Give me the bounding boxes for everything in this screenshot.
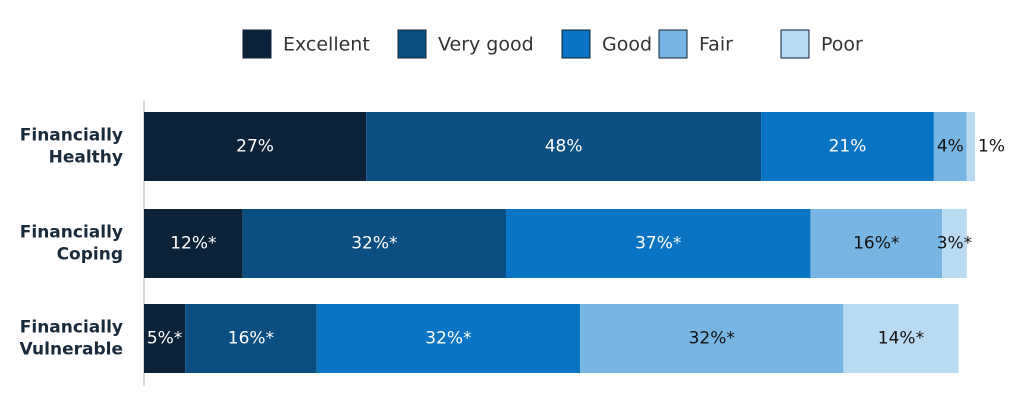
value-label: 12%*	[170, 234, 216, 254]
bar-segment	[761, 112, 934, 181]
value-label: 48%	[545, 137, 583, 157]
bar-segment	[942, 209, 967, 278]
category-label: Financially Healthy	[20, 126, 123, 168]
legend-swatch	[658, 29, 688, 59]
category-line: Financially	[20, 126, 123, 146]
bar-segment	[185, 304, 317, 373]
bar-segment	[144, 304, 186, 373]
category-line: Financially	[20, 223, 123, 243]
legend-swatch	[397, 29, 427, 59]
legend-label: Fair	[699, 34, 733, 56]
value-label: 32%*	[425, 329, 471, 349]
category-label: Financially Vulnerable	[20, 318, 124, 360]
category-line: Coping	[57, 245, 123, 265]
value-label: 32%*	[689, 329, 735, 349]
bar-segment	[506, 209, 811, 278]
value-label: 14%*	[878, 329, 924, 349]
value-label: 21%	[829, 137, 867, 157]
legend-label: Poor	[821, 34, 863, 56]
value-label: 37%*	[635, 234, 681, 254]
legend-label: Very good	[438, 34, 534, 56]
category-label: Financially Coping	[20, 223, 123, 265]
legend-swatch	[561, 29, 591, 59]
legend-swatch	[780, 29, 810, 59]
bar-segment	[966, 112, 975, 181]
bar-segment	[843, 304, 959, 373]
legend-label: Good	[602, 34, 652, 56]
value-label: 27%	[236, 137, 274, 157]
value-label: 16%*	[853, 234, 899, 254]
value-label: 1%	[978, 137, 1005, 157]
bar-segment	[810, 209, 943, 278]
bar-segment	[366, 112, 762, 181]
category-line: Financially	[20, 318, 123, 338]
category-line: Healthy	[49, 148, 123, 168]
value-label: 4%	[937, 137, 964, 157]
legend-label: Excellent	[283, 34, 370, 56]
value-label: 16%*	[228, 329, 274, 349]
bar-segment	[144, 112, 367, 181]
bar-segment	[144, 209, 243, 278]
bar-segment	[316, 304, 581, 373]
value-label: 5%*	[147, 329, 182, 349]
bar-segment	[933, 112, 967, 181]
value-label: 3%*	[937, 234, 972, 254]
value-label: 32%*	[351, 234, 397, 254]
category-line: Vulnerable	[20, 340, 124, 360]
legend-swatch	[242, 29, 272, 59]
bar-segment	[580, 304, 844, 373]
bar-segment	[242, 209, 507, 278]
